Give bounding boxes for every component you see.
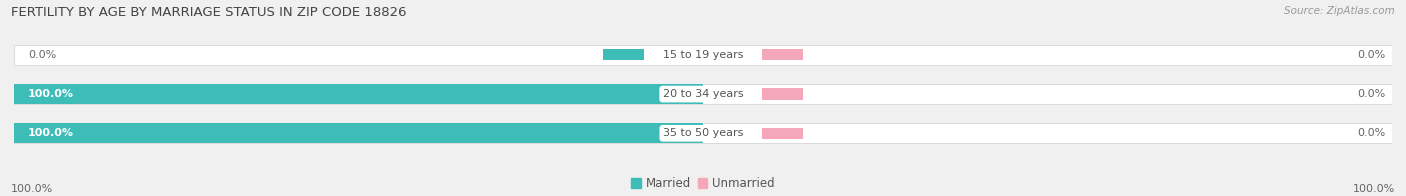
Text: 0.0%: 0.0% bbox=[1357, 128, 1385, 138]
Legend: Married, Unmarried: Married, Unmarried bbox=[631, 177, 775, 190]
Bar bbox=[14, 123, 703, 143]
Bar bbox=[762, 128, 803, 139]
Text: 100.0%: 100.0% bbox=[28, 89, 75, 99]
Text: 100.0%: 100.0% bbox=[28, 128, 75, 138]
Text: 35 to 50 years: 35 to 50 years bbox=[662, 128, 744, 138]
Bar bbox=[14, 45, 1392, 65]
Text: Source: ZipAtlas.com: Source: ZipAtlas.com bbox=[1284, 6, 1395, 16]
Bar bbox=[14, 123, 1392, 143]
Text: 0.0%: 0.0% bbox=[1357, 50, 1385, 60]
Text: FERTILITY BY AGE BY MARRIAGE STATUS IN ZIP CODE 18826: FERTILITY BY AGE BY MARRIAGE STATUS IN Z… bbox=[11, 6, 406, 19]
Text: 15 to 19 years: 15 to 19 years bbox=[662, 50, 744, 60]
Bar bbox=[14, 84, 703, 104]
Text: 100.0%: 100.0% bbox=[11, 184, 53, 194]
Bar bbox=[14, 84, 1392, 104]
Bar bbox=[603, 88, 644, 100]
Text: 20 to 34 years: 20 to 34 years bbox=[662, 89, 744, 99]
Bar bbox=[762, 88, 803, 100]
Bar bbox=[603, 128, 644, 139]
Text: 0.0%: 0.0% bbox=[28, 50, 56, 60]
Text: 0.0%: 0.0% bbox=[1357, 89, 1385, 99]
Bar bbox=[603, 49, 644, 61]
Text: 100.0%: 100.0% bbox=[1353, 184, 1395, 194]
Bar bbox=[762, 49, 803, 61]
